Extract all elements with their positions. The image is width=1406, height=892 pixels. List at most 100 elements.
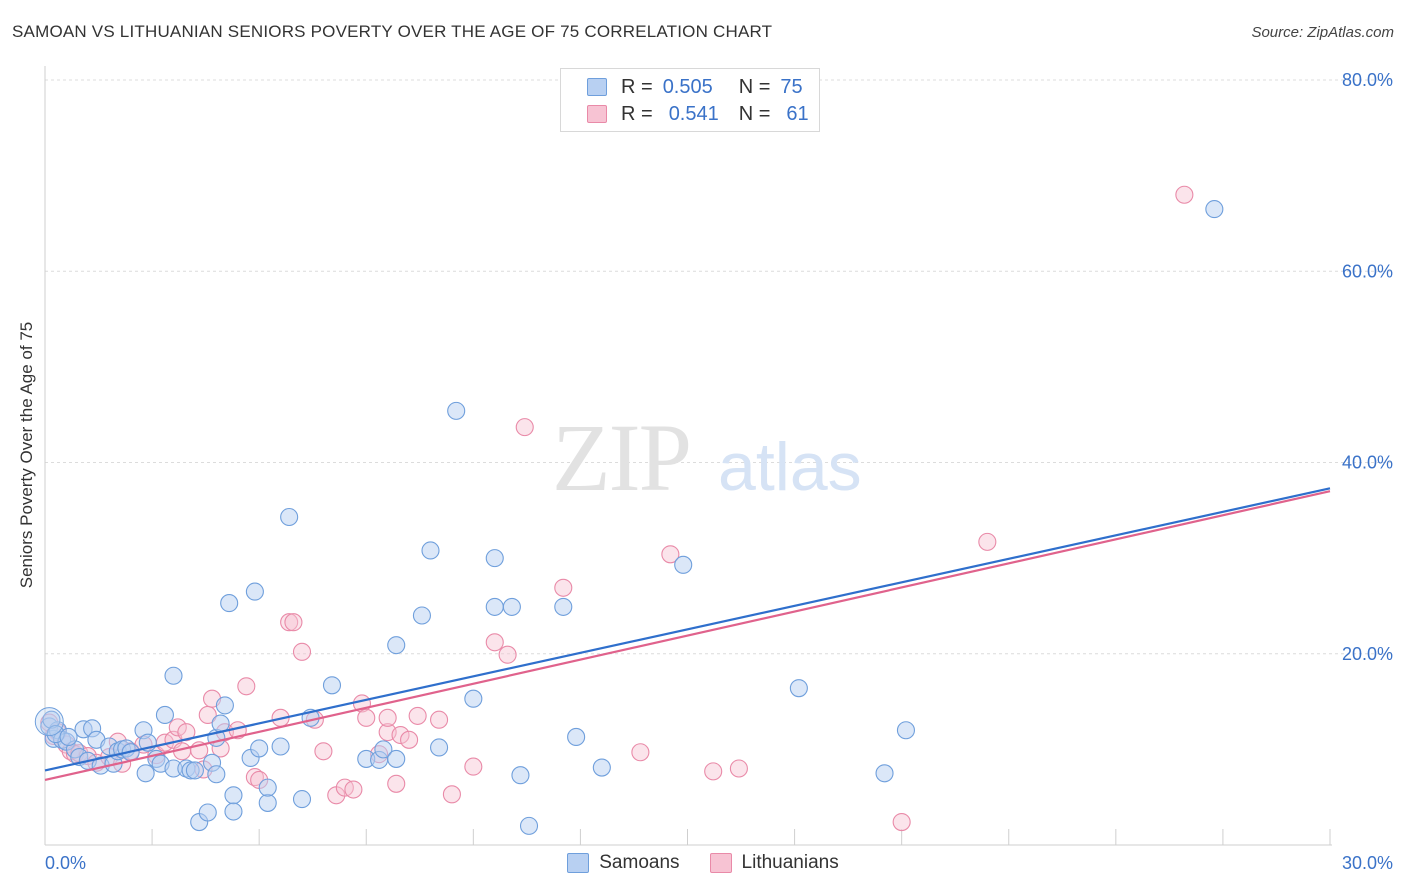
samoans-trend-line xyxy=(44,487,1331,772)
samoans-point xyxy=(1205,200,1224,219)
lithuanians-trend-line xyxy=(44,490,1331,782)
lithuanians-point xyxy=(661,545,680,564)
samoans-point xyxy=(271,737,290,756)
lithuanians-point xyxy=(400,730,419,749)
y-tick-label: 20.0% xyxy=(1342,644,1393,664)
samoans-point xyxy=(207,765,226,784)
lithuanians-point xyxy=(1175,185,1194,204)
samoans-point xyxy=(59,727,78,746)
samoans-point xyxy=(322,676,342,695)
samoans-point xyxy=(224,786,243,805)
legend-r-value-samoans: 0.505 xyxy=(662,75,713,98)
lithuanians-point xyxy=(284,613,303,632)
y-tick-label: 80.0% xyxy=(1342,70,1393,90)
lithuanians-point xyxy=(978,532,997,551)
lithuanians-point xyxy=(387,774,406,793)
legend-swatch-lithuanians xyxy=(587,105,607,123)
samoans-point xyxy=(387,636,406,655)
samoans-point xyxy=(554,597,573,616)
watermark: ZIP atlas xyxy=(552,404,862,511)
samoans-point xyxy=(136,764,155,783)
stats-legend: R = 0.505 N = 75 R = 0.541 N = 61 xyxy=(560,68,820,132)
grid-lines xyxy=(45,79,1393,655)
legend-swatch-samoans xyxy=(567,853,590,873)
legend-label-lithuanians: Lithuanians xyxy=(741,852,839,873)
lithuanians-point xyxy=(280,613,299,632)
lithuanians-point xyxy=(729,759,748,778)
lithuanians-point xyxy=(237,677,256,696)
legend-n-value-lithuanians: 61 xyxy=(786,102,809,125)
lithuanians-point xyxy=(314,742,333,761)
samoans-point xyxy=(464,689,483,708)
trend-lines xyxy=(44,487,1331,782)
lithuanians-point xyxy=(515,418,534,437)
lithuanians-point xyxy=(408,706,427,725)
watermark-zip: ZIP xyxy=(552,404,690,511)
samoans-point xyxy=(220,594,239,613)
series-legend: Samoans Lithuanians xyxy=(0,852,1406,874)
x-tick-label: 30.0% xyxy=(1342,853,1393,873)
samoans-point xyxy=(280,507,299,527)
samoans-point xyxy=(198,803,217,822)
x-tick-label: 0.0% xyxy=(45,853,86,873)
lithuanians-point xyxy=(378,708,397,727)
samoans-points xyxy=(34,200,1224,835)
lithuanians-point xyxy=(292,642,312,661)
samoans-point xyxy=(789,679,808,698)
legend-row-lithuanians: R = 0.541 N = 61 xyxy=(587,103,809,125)
lithuanians-point xyxy=(357,708,376,727)
legend-r-value-lithuanians: 0.541 xyxy=(668,102,719,125)
lithuanians-point xyxy=(391,725,410,745)
lithuanians-point xyxy=(631,743,650,762)
samoans-point xyxy=(224,802,243,821)
samoans-point xyxy=(374,740,393,759)
legend-r-label: R = xyxy=(621,75,653,98)
legend-item-lithuanians[interactable]: Lithuanians xyxy=(709,852,839,874)
samoans-point xyxy=(185,761,204,780)
samoans-point xyxy=(245,582,264,601)
y-tick-label: 40.0% xyxy=(1342,453,1393,473)
samoans-point xyxy=(258,778,277,797)
lithuanians-point xyxy=(892,812,911,832)
lithuanians-point xyxy=(442,785,461,804)
legend-r-label: R = xyxy=(621,102,653,125)
watermark-atlas: atlas xyxy=(718,429,862,505)
y-tick-label: 60.0% xyxy=(1342,261,1393,281)
legend-n-label: N = xyxy=(738,102,771,125)
samoans-point xyxy=(875,764,894,783)
lithuanians-point xyxy=(554,578,573,597)
samoans-point xyxy=(164,666,183,685)
legend-row-samoans: R = 0.505 N = 75 xyxy=(587,76,803,98)
samoans-point xyxy=(485,549,504,568)
samoans-point xyxy=(896,721,916,740)
samoans-point xyxy=(387,749,406,768)
source-label: Source: ZipAtlas.com xyxy=(1251,24,1394,41)
samoans-point xyxy=(485,597,504,616)
lithuanians-point xyxy=(485,633,504,652)
samoans-point xyxy=(34,707,64,737)
samoans-point xyxy=(447,401,466,420)
samoans-point xyxy=(519,816,539,835)
lithuanians-point xyxy=(498,645,517,664)
samoans-point xyxy=(421,541,440,560)
samoans-point xyxy=(155,705,174,725)
legend-swatch-lithuanians xyxy=(709,853,732,873)
samoans-point xyxy=(250,739,269,758)
legend-swatch-samoans xyxy=(587,78,607,96)
samoans-point xyxy=(502,597,521,616)
legend-item-samoans[interactable]: Samoans xyxy=(567,852,680,874)
samoans-point xyxy=(592,758,611,777)
lithuanians-point xyxy=(344,780,363,799)
samoans-point xyxy=(511,766,530,785)
y-axis-label: Seniors Poverty Over the Age of 75 xyxy=(17,321,36,589)
lithuanians-point xyxy=(168,718,187,737)
legend-label-samoans: Samoans xyxy=(599,852,680,873)
lithuanians-point xyxy=(704,762,723,781)
lithuanians-point xyxy=(430,710,449,729)
legend-n-value-samoans: 75 xyxy=(780,75,803,98)
samoans-point xyxy=(430,738,449,757)
lithuanians-point xyxy=(464,757,483,776)
samoans-point xyxy=(258,793,277,812)
samoans-point xyxy=(215,696,234,715)
